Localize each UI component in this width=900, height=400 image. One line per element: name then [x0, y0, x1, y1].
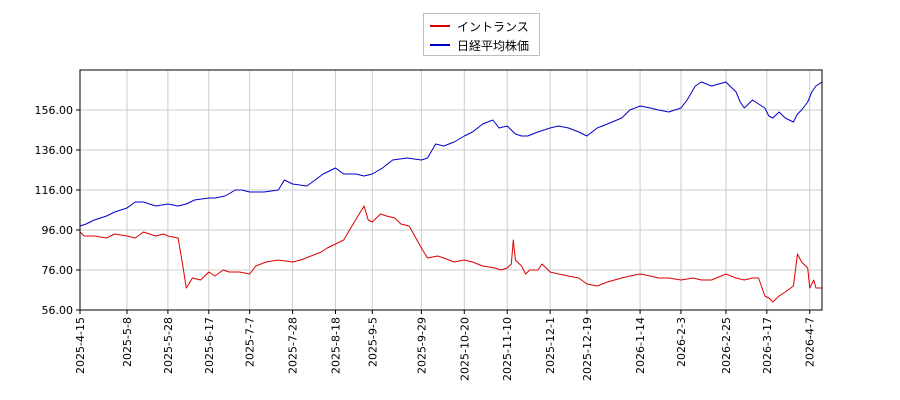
x-tick-label: 2026-1-14 — [634, 317, 647, 374]
y-tick-label: 156.00 — [35, 104, 74, 117]
legend-swatch-blue — [430, 44, 450, 46]
legend-label: イントランス — [457, 19, 529, 34]
x-tick-label: 2025-9-5 — [366, 317, 379, 367]
gridlines — [79, 70, 822, 311]
x-tick-label: 2025-12-19 — [581, 317, 594, 381]
x-tick-label: 2025-7-28 — [287, 317, 300, 374]
x-tick-label: 2025-8-18 — [330, 317, 343, 374]
x-tick-label: 2025-5-8 — [121, 317, 134, 367]
series-line-nikkei — [79, 81, 823, 227]
y-tick-label: 96.00 — [42, 224, 74, 237]
x-tick-label: 2025-7-7 — [244, 317, 257, 367]
x-tick-label: 2026-2-25 — [720, 317, 733, 374]
y-tick-label: 56.00 — [42, 304, 74, 317]
x-tick-label: 2026-3-17 — [761, 317, 774, 374]
x-tick-label: 2025-11-10 — [501, 317, 514, 381]
legend: イントランス 日経平均株価 — [423, 13, 540, 56]
x-tick-label: 2025-12-1 — [544, 317, 557, 374]
y-tick-label: 116.00 — [35, 184, 74, 197]
legend-item-nikkei: 日経平均株価 — [430, 36, 529, 54]
series-lines — [79, 81, 823, 303]
x-tick-label: 2025-4-15 — [74, 317, 87, 374]
x-tick-label: 2025-9-29 — [415, 317, 428, 374]
x-tick-label: 2026-2-3 — [675, 317, 688, 367]
x-tick-label: 2025-5-28 — [162, 317, 175, 374]
y-tick-label: 76.00 — [42, 264, 74, 277]
y-tick-label: 136.00 — [35, 144, 74, 157]
legend-item-intrance: イントランス — [430, 17, 529, 35]
x-tick-label: 2025-10-20 — [458, 317, 471, 381]
x-tick-label: 2025-6-17 — [203, 317, 216, 374]
y-axis: 56.00 76.00 96.00 116.00 136.00 156.00 — [35, 104, 80, 317]
legend-swatch-red — [430, 25, 450, 27]
x-axis: 2025-4-15 2025-5-8 2025-5-28 2025-6-17 2025-… — [74, 310, 817, 381]
legend-label: 日経平均株価 — [457, 38, 530, 53]
series-line-intrance — [79, 205, 822, 303]
x-tick-label: 2026-4-7 — [804, 317, 817, 367]
